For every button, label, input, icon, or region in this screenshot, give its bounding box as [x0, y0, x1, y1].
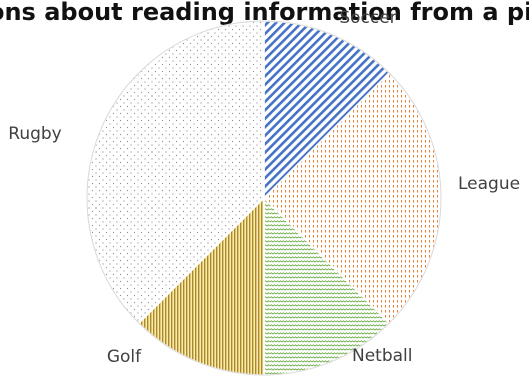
pie-outline [86, 20, 442, 376]
slice-label-league: League [458, 174, 520, 194]
slice-label-netball: Netball [352, 346, 413, 366]
slice-label-golf: Golf [107, 347, 142, 367]
slice-label-rugby: Rugby [8, 124, 61, 144]
slice-label-soccer: Soccer [339, 8, 396, 28]
